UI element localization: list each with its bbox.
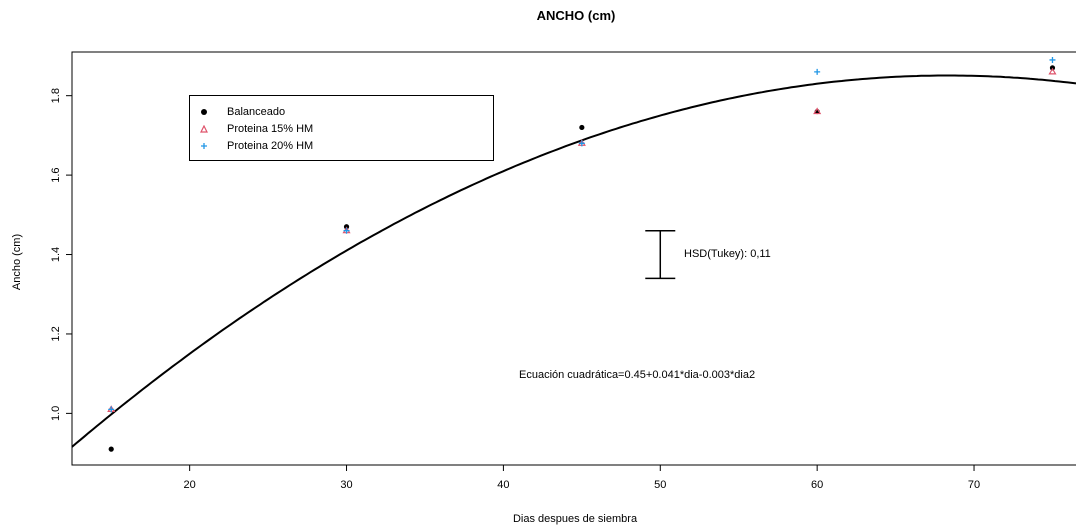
data-point-proteina-15: [813, 107, 822, 115]
data-point-balanceado: [108, 446, 114, 452]
fit-curve-group: [71, 74, 1076, 448]
data-point-proteina-20: [108, 406, 115, 413]
y-tick-label: 1.4: [50, 247, 62, 262]
y-tick-label: 1.2: [50, 326, 62, 341]
x-tick-label: 70: [968, 479, 980, 491]
legend: Balanceado Proteina 15% HM Proteina 20% …: [189, 95, 494, 161]
chart-title: ANCHO (cm): [536, 8, 616, 23]
x-tick-label: 60: [811, 479, 823, 491]
filled-circle-icon: [200, 108, 208, 116]
y-axis-label: Ancho (cm): [11, 234, 23, 290]
equation-annotation: Ecuación cuadrática=0.45+0.041*dia-0.003…: [519, 369, 756, 381]
data-point-proteina-15: [1048, 67, 1057, 75]
fit-curve-line: [71, 74, 1076, 448]
data-point-proteina-20: [814, 68, 821, 75]
hsd-bar-group: [645, 229, 676, 280]
plot-frame: [71, 51, 1076, 466]
data-point-balanceado: [579, 124, 585, 131]
data-point-proteina-20: [1049, 56, 1056, 63]
y-tick-label: 1.0: [50, 406, 62, 421]
legend-label: Proteina 15% HM: [227, 123, 314, 135]
legend-label: Balanceado: [227, 106, 286, 118]
x-tick-label: 20: [184, 479, 196, 491]
y-tick-label: 1.8: [50, 88, 62, 103]
triangle-icon: [200, 124, 208, 133]
data-points: [107, 56, 1057, 452]
x-tick-label: 30: [340, 479, 352, 491]
y-tick-label: 1.6: [50, 167, 62, 182]
plus-icon: [200, 142, 208, 150]
x-axis-label: Dias despues de siembra: [513, 513, 638, 525]
x-tick-label: 50: [654, 479, 666, 491]
data-point-proteina-20: [343, 227, 350, 234]
x-tick-label: 40: [497, 479, 509, 491]
hsd-annotation: HSD(Tukey): 0,11: [684, 248, 771, 260]
legend-label: Proteina 20% HM: [227, 140, 314, 152]
data-point-proteina-20: [578, 140, 585, 147]
axes: 20 30 40 50 60 70 1.0 1.2 1.4 1.6 1.8: [50, 51, 1076, 491]
